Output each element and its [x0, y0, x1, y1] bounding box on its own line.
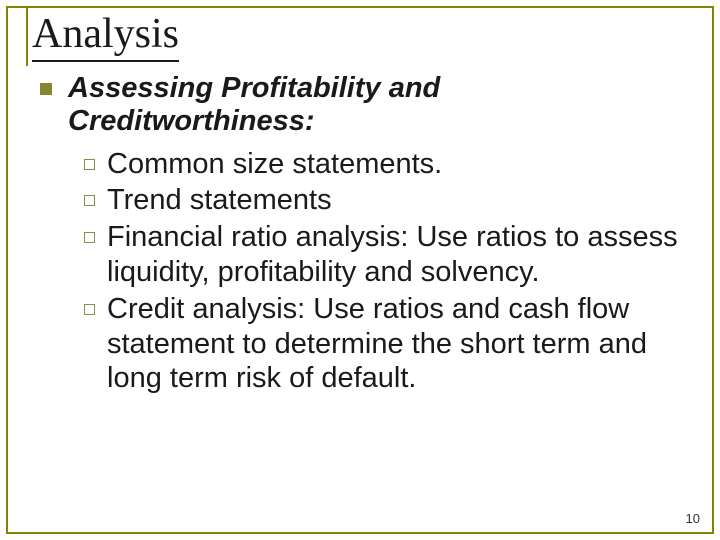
heading-text: Assessing Profitability and Creditworthi…: [68, 72, 680, 139]
slide-title: Analysis: [32, 10, 179, 62]
bullet-open-square-icon: [84, 304, 95, 315]
bullet-open-square-icon: [84, 159, 95, 170]
bullet-open-square-icon: [84, 232, 95, 243]
list-item: Trend statements: [84, 183, 680, 218]
page-number: 10: [686, 511, 700, 526]
list-item: Financial ratio analysis: Use ratios to …: [84, 220, 680, 290]
list-item-text: Trend statements: [107, 183, 332, 218]
list-item-text: Common size statements.: [107, 147, 442, 182]
bullet-open-square-icon: [84, 195, 95, 206]
heading-row: Assessing Profitability and Creditworthi…: [40, 72, 680, 139]
list-item: Common size statements.: [84, 147, 680, 182]
list-item: Credit analysis: Use ratios and cash flo…: [84, 292, 680, 396]
list-item-text: Credit analysis: Use ratios and cash flo…: [107, 292, 680, 396]
subitems: Common size statements. Trend statements…: [84, 147, 680, 397]
bullet-square-icon: [40, 83, 52, 95]
list-item-text: Financial ratio analysis: Use ratios to …: [107, 220, 680, 290]
slide-content: Assessing Profitability and Creditworthi…: [40, 72, 680, 398]
title-vertical-rule: [26, 6, 28, 66]
